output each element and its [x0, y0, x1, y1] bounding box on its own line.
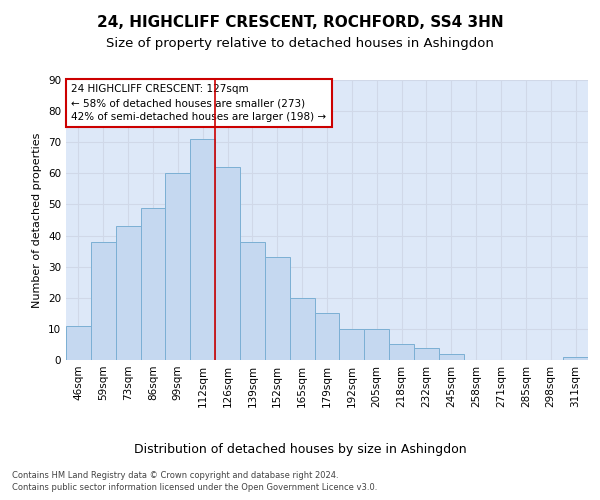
- Bar: [389, 344, 414, 360]
- Bar: [166, 174, 190, 360]
- Y-axis label: Number of detached properties: Number of detached properties: [32, 132, 43, 308]
- Bar: [215, 167, 240, 360]
- Bar: [563, 357, 588, 360]
- Text: 24, HIGHCLIFF CRESCENT, ROCHFORD, SS4 3HN: 24, HIGHCLIFF CRESCENT, ROCHFORD, SS4 3H…: [97, 15, 503, 30]
- Bar: [91, 242, 116, 360]
- Bar: [314, 314, 340, 360]
- Bar: [414, 348, 439, 360]
- Text: Distribution of detached houses by size in Ashingdon: Distribution of detached houses by size …: [134, 442, 466, 456]
- Text: 24 HIGHCLIFF CRESCENT: 127sqm
← 58% of detached houses are smaller (273)
42% of : 24 HIGHCLIFF CRESCENT: 127sqm ← 58% of d…: [71, 84, 326, 122]
- Bar: [265, 258, 290, 360]
- Bar: [439, 354, 464, 360]
- Text: Size of property relative to detached houses in Ashingdon: Size of property relative to detached ho…: [106, 38, 494, 51]
- Bar: [140, 208, 166, 360]
- Bar: [66, 326, 91, 360]
- Bar: [340, 329, 364, 360]
- Bar: [240, 242, 265, 360]
- Text: Contains HM Land Registry data © Crown copyright and database right 2024.: Contains HM Land Registry data © Crown c…: [12, 471, 338, 480]
- Text: Contains public sector information licensed under the Open Government Licence v3: Contains public sector information licen…: [12, 482, 377, 492]
- Bar: [190, 139, 215, 360]
- Bar: [290, 298, 314, 360]
- Bar: [364, 329, 389, 360]
- Bar: [116, 226, 140, 360]
